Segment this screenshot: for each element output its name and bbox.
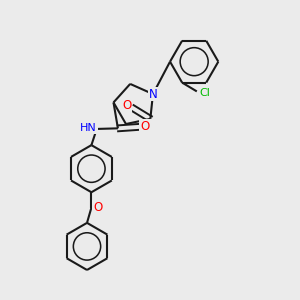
Text: O: O bbox=[93, 201, 103, 214]
Text: N: N bbox=[149, 88, 158, 100]
Text: Cl: Cl bbox=[199, 88, 210, 98]
Text: HN: HN bbox=[80, 123, 97, 134]
Text: O: O bbox=[122, 99, 131, 112]
Text: O: O bbox=[140, 120, 150, 134]
